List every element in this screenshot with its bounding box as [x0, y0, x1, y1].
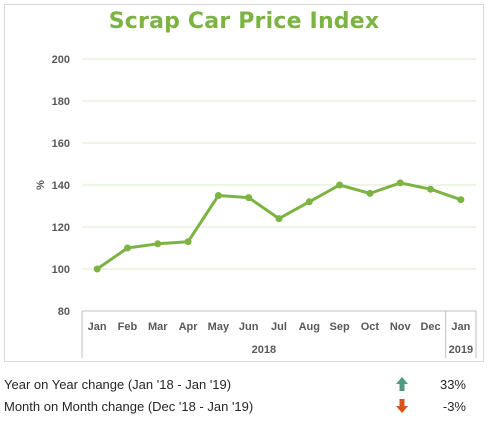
data-point — [457, 196, 465, 204]
data-point — [93, 265, 101, 273]
x-tick-label: Jan — [88, 321, 107, 333]
mom-change-value: -3% — [442, 399, 466, 414]
year-group-label: 2018 — [252, 344, 276, 356]
y-tick-label: 80 — [58, 306, 70, 318]
x-tick-label: Apr — [179, 321, 199, 333]
down-arrow-icon — [396, 399, 408, 413]
data-point — [275, 215, 283, 223]
year-group-label: 2019 — [449, 344, 473, 356]
series-line — [96, 181, 462, 271]
y-tick-label: 160 — [52, 138, 70, 150]
data-point — [245, 194, 253, 202]
yoy-change-label: Year on Year change (Jan '18 - Jan '19) — [4, 377, 232, 392]
x-tick-label: Dec — [420, 321, 440, 333]
x-tick-label: Feb — [118, 321, 138, 333]
y-tick-label: 200 — [52, 54, 70, 66]
data-point — [305, 198, 313, 206]
y-tick-label: 180 — [52, 96, 70, 108]
data-point — [184, 238, 192, 246]
data-point — [396, 179, 404, 187]
x-tick-label: Jul — [271, 321, 287, 333]
x-tick-label: May — [208, 321, 230, 333]
mom-change-label: Month on Month change (Dec '18 - Jan '19… — [4, 399, 254, 414]
x-tick-label: Jan — [451, 321, 470, 333]
chart-title: Scrap Car Price Index — [108, 9, 380, 34]
x-tick-label: Sep — [330, 321, 350, 333]
up-arrow-icon — [396, 377, 408, 391]
data-point — [123, 244, 131, 252]
y-tick-label: 120 — [52, 222, 70, 234]
data-point — [336, 181, 344, 189]
x-tick-label: Mar — [148, 321, 168, 333]
y-tick-label: 100 — [52, 264, 70, 276]
x-tick-label: Jun — [239, 321, 259, 333]
y-axis-label: % — [35, 180, 47, 190]
data-point — [427, 185, 435, 193]
yoy-change-value: 33% — [439, 377, 466, 392]
data-point — [214, 192, 222, 199]
x-tick-label: Oct — [361, 321, 380, 333]
data-point — [366, 189, 374, 197]
y-tick-label: 140 — [52, 180, 70, 192]
x-tick-label: Aug — [299, 321, 320, 333]
x-tick-label: Nov — [390, 321, 412, 333]
data-point — [154, 240, 162, 248]
